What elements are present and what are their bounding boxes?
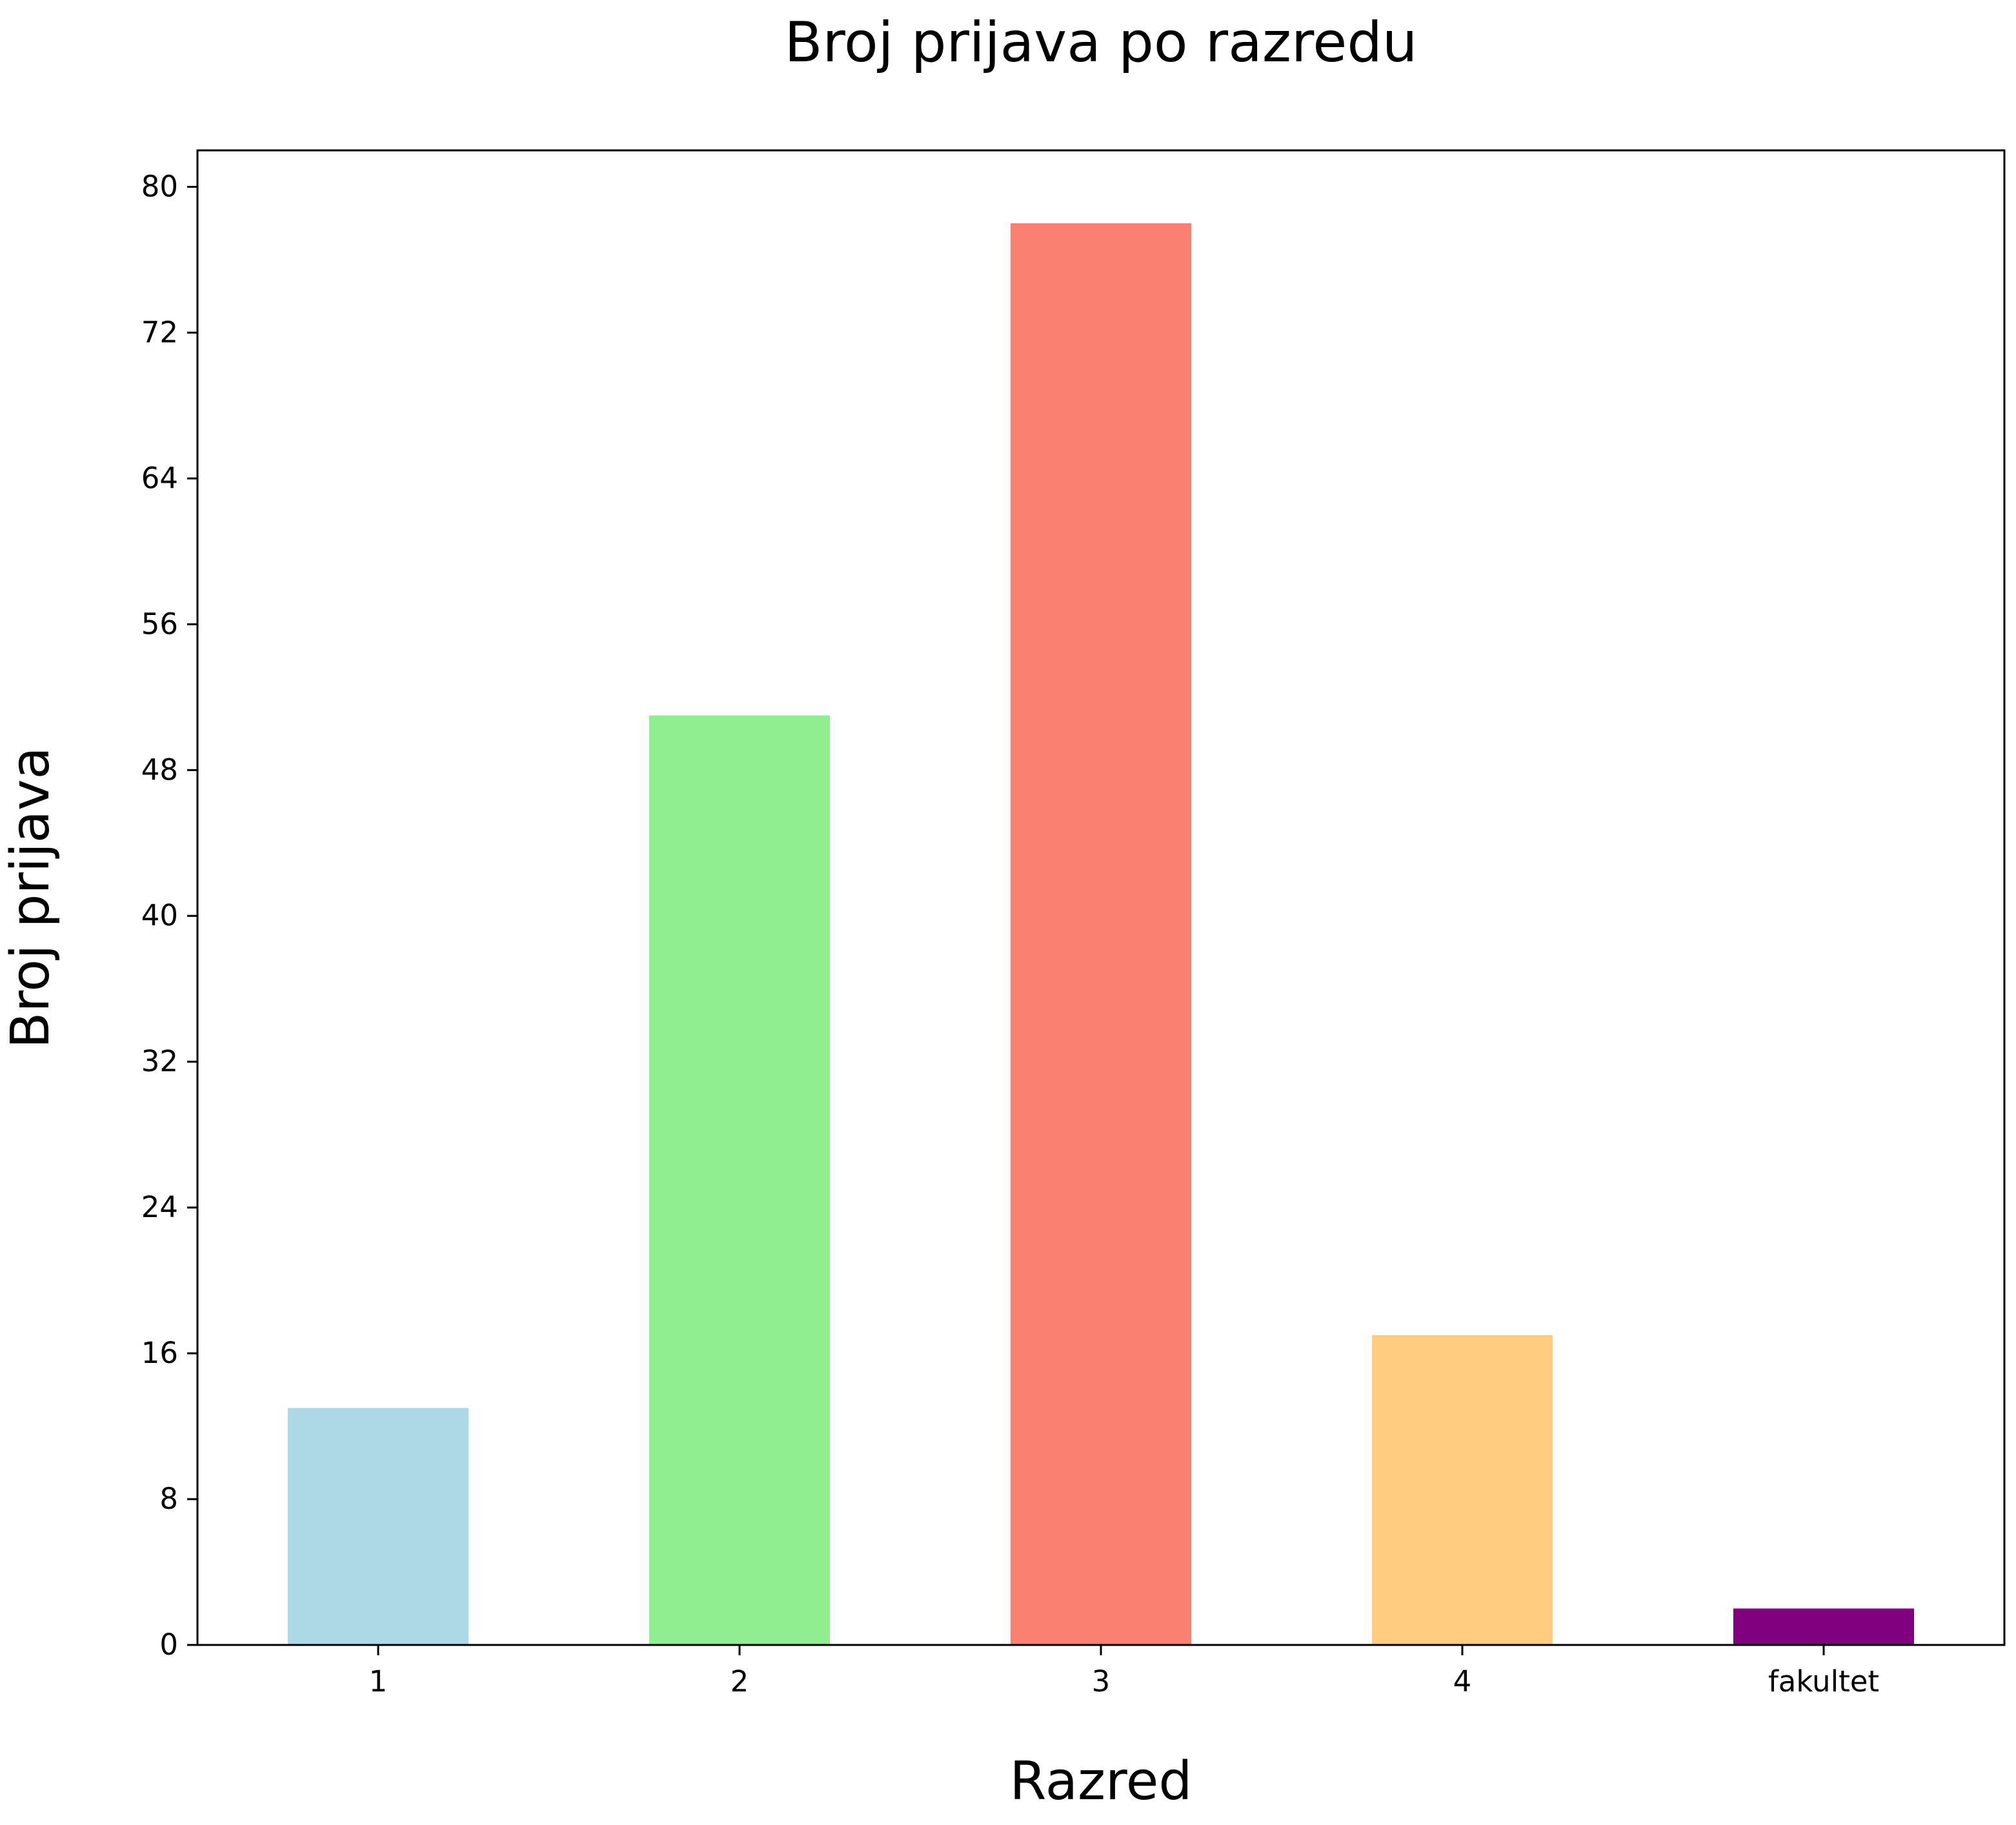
y-tick-label: 16: [141, 1336, 178, 1370]
bar-3: [1011, 223, 1191, 1646]
x-axis: 1 2 3 4 fakultet: [369, 1645, 1879, 1699]
y-tick-label: 32: [141, 1044, 178, 1078]
y-tick-label: 48: [141, 752, 178, 787]
y-axis-label: Broj prijava: [0, 747, 61, 1049]
x-tick-label: 3: [1092, 1664, 1111, 1699]
y-tick-label: 24: [141, 1190, 178, 1224]
y-axis: 0 8 16 24 32 40 48 56 64 72 80: [141, 169, 197, 1662]
y-tick-label: 80: [141, 169, 178, 203]
bar-fakultet: [1733, 1608, 1914, 1645]
x-tick-label: 1: [369, 1664, 388, 1699]
x-tick-label: 2: [731, 1664, 749, 1699]
y-tick-label: 64: [141, 461, 178, 495]
y-tick-label: 40: [141, 898, 178, 933]
y-tick-label: 8: [159, 1482, 178, 1516]
y-tick-label: 72: [141, 315, 178, 349]
plot-area: [288, 223, 1914, 1646]
bar-4: [1372, 1335, 1553, 1645]
x-tick-label: 4: [1453, 1664, 1472, 1699]
bar-1: [288, 1407, 469, 1645]
y-tick-label: 56: [141, 607, 178, 641]
x-tick-label: fakultet: [1768, 1664, 1879, 1699]
y-tick-label: 0: [159, 1628, 178, 1662]
bar-2: [649, 715, 830, 1645]
chart-title: Broj prijava po razredu: [785, 10, 1418, 75]
x-axis-label: Razred: [1010, 1751, 1193, 1812]
